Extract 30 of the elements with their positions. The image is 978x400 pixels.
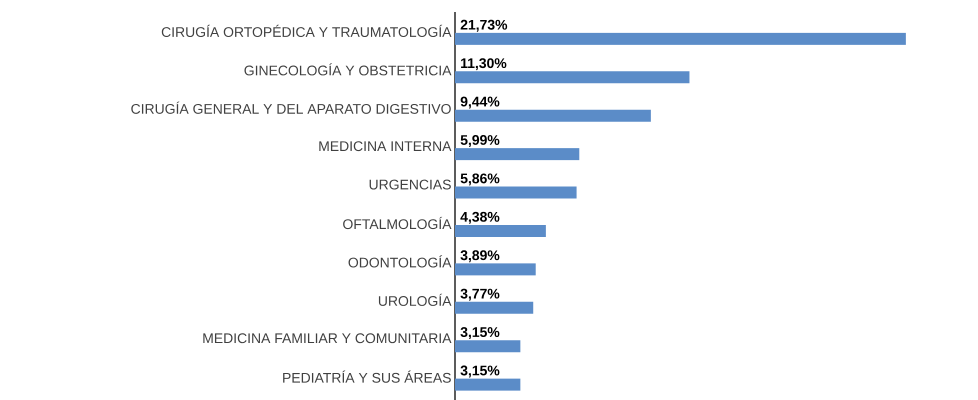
y-tick-label: URGENCIAS <box>370 180 451 190</box>
bar <box>455 302 534 314</box>
data-label: 5,86% <box>460 173 500 186</box>
data-label: 9,44% <box>460 96 500 109</box>
bar <box>455 32 906 45</box>
bar <box>455 263 536 276</box>
data-label: 11,30% <box>461 58 506 70</box>
y-tick-label: MEDICINA INTERNA <box>319 141 452 152</box>
bar <box>455 378 520 391</box>
data-label: 3,15% <box>460 366 500 378</box>
bar <box>455 148 580 160</box>
y-tick-label: GINECOLOGÍA Y OBSTETRICIA <box>244 63 452 76</box>
data-label: 3,77% <box>460 288 500 301</box>
data-label: 4,38% <box>460 212 500 224</box>
data-label: 3,15% <box>460 327 500 340</box>
data-label: 21,73% <box>460 20 508 32</box>
y-tick-label: CIRUGÍA GENERAL Y DEL APARATO DIGESTIVO <box>131 102 451 114</box>
y-tick-label: MEDICINA FAMILIAR Y COMUNITARIA <box>203 333 452 344</box>
y-tick-label: OFTALMOLOGÍA <box>343 216 452 230</box>
y-tick-label: PEDIATRÍA Y SUS ÁREAS <box>283 370 451 383</box>
bar <box>455 340 520 352</box>
data-label: 3,89% <box>460 250 500 262</box>
y-tick-label: CIRUGÍA ORTOPÉDICA Y TRAUMATOLOGÍA <box>162 24 452 38</box>
y-tick-label: UROLOGÍA <box>378 294 452 306</box>
bar <box>455 186 577 199</box>
data-label: 5,99% <box>460 135 500 147</box>
bar <box>455 224 546 237</box>
bar <box>455 71 690 84</box>
bar <box>455 110 651 122</box>
y-tick-label: ODONTOLOGÍA <box>348 255 452 268</box>
